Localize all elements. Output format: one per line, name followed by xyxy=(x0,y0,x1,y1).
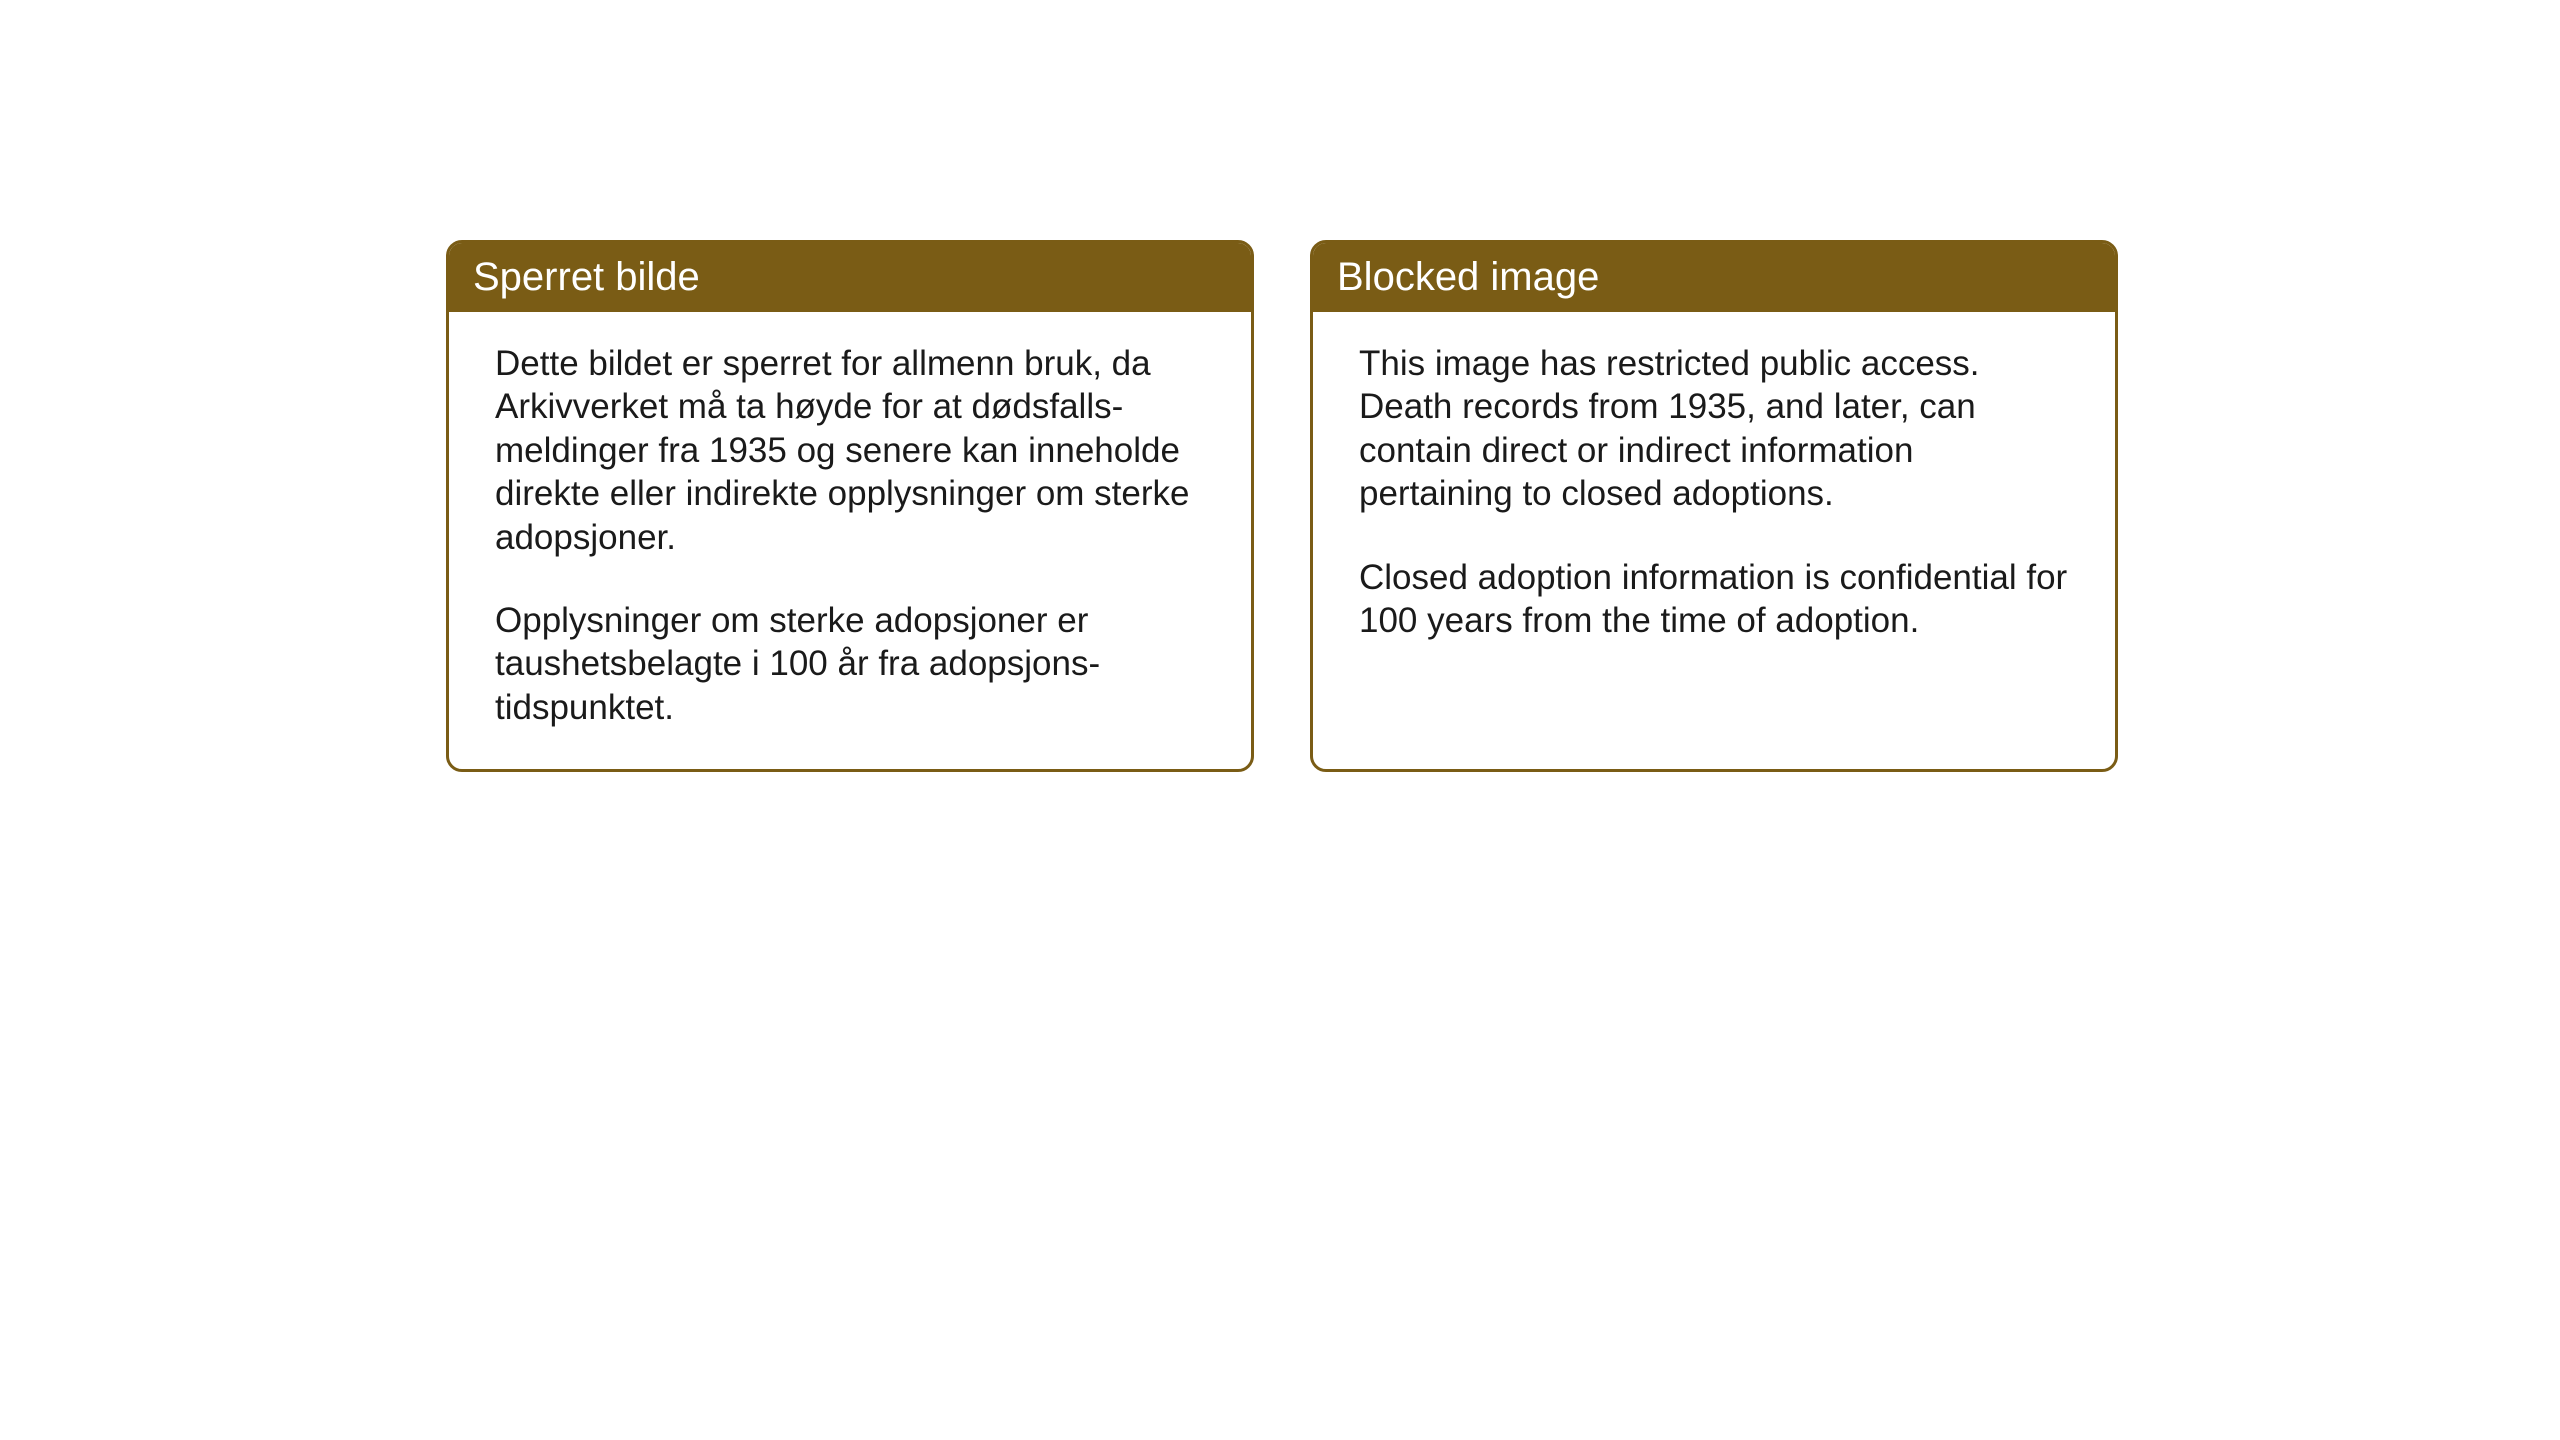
notice-container: Sperret bilde Dette bildet er sperret fo… xyxy=(446,240,2118,772)
english-card-body: This image has restricted public access.… xyxy=(1313,312,2115,682)
norwegian-notice-card: Sperret bilde Dette bildet er sperret fo… xyxy=(446,240,1254,772)
norwegian-card-body: Dette bildet er sperret for allmenn bruk… xyxy=(449,312,1251,769)
english-card-header: Blocked image xyxy=(1313,243,2115,312)
english-notice-card: Blocked image This image has restricted … xyxy=(1310,240,2118,772)
english-paragraph-1: This image has restricted public access.… xyxy=(1359,342,2075,516)
norwegian-card-header: Sperret bilde xyxy=(449,243,1251,312)
english-paragraph-2: Closed adoption information is confident… xyxy=(1359,556,2075,643)
norwegian-paragraph-1: Dette bildet er sperret for allmenn bruk… xyxy=(495,342,1211,559)
norwegian-paragraph-2: Opplysninger om sterke adopsjoner er tau… xyxy=(495,599,1211,729)
norwegian-card-title: Sperret bilde xyxy=(473,255,700,299)
english-card-title: Blocked image xyxy=(1337,255,1599,299)
